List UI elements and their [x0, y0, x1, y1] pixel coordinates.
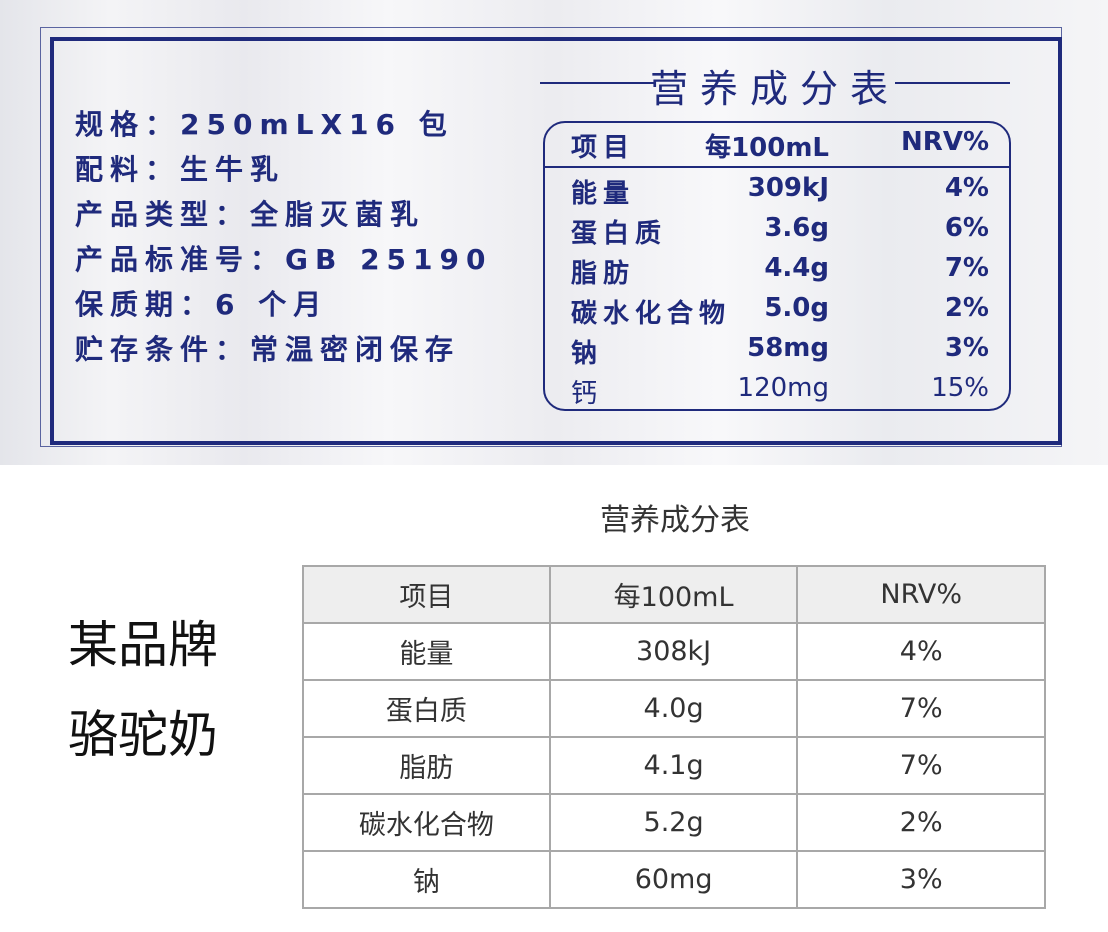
- table-row: 碳水化合物 5.2g 2%: [302, 793, 1046, 852]
- nrv-cell: 7%: [796, 679, 1046, 738]
- table-row: 蛋白质 3.6g 6%: [545, 209, 1009, 249]
- table-row: 脂肪 4.4g 7%: [545, 249, 1009, 289]
- item-cell: 项目: [302, 565, 551, 624]
- title-rule-right: [895, 82, 1010, 84]
- table-row: 钠 58mg 3%: [545, 329, 1009, 369]
- per-100ml-cell: 120mg: [737, 373, 829, 403]
- nrv-cell: 6%: [944, 213, 989, 243]
- table-row: 能量 309kJ 4%: [545, 169, 1009, 209]
- per-100ml-cell: 5.2g: [548, 793, 799, 852]
- per-100ml-cell: 4.4g: [764, 253, 829, 283]
- nrv-cell: 2%: [944, 293, 989, 323]
- nrv-cell: 7%: [944, 253, 989, 283]
- nutrition-title-text: 营养成分表: [649, 67, 900, 111]
- table-row: 钠 60mg 3%: [302, 850, 1046, 909]
- spec-line: 配料：生牛乳: [75, 153, 286, 186]
- title-rule-left: [540, 82, 655, 84]
- item-cell: 项目: [571, 133, 636, 163]
- per-100ml-cell: 每100mL: [548, 565, 799, 624]
- item-cell: 钙: [571, 379, 604, 409]
- comparison-title: 营养成分表: [600, 503, 750, 538]
- brand-line-1: 某品牌: [68, 616, 218, 674]
- nutrition-title: 营养成分表: [540, 58, 1010, 113]
- item-cell: 脂肪: [571, 259, 636, 289]
- nrv-cell: 15%: [931, 373, 989, 403]
- comparison-nutrition-table: 项目 每100mL NRV% 能量 308kJ 4% 蛋白质 4.0g 7% 脂肪 4.1g 7% 碳水…: [302, 565, 1046, 909]
- package-nutrition-table: 项目 每100mL NRV% 能量 309kJ 4% 蛋白质 3.6g 6% 脂肪 4.4g 7% 碳水…: [543, 121, 1011, 411]
- table-row: 脂肪 4.1g 7%: [302, 736, 1046, 795]
- item-cell: 能量: [302, 622, 551, 681]
- item-cell: 蛋白质: [571, 219, 668, 249]
- spec-line: 产品类型：全脂灭菌乳: [75, 198, 426, 231]
- table-header: 项目 每100mL NRV%: [302, 565, 1046, 624]
- per-100ml-cell: 每100mL: [705, 133, 829, 163]
- per-100ml-cell: 308kJ: [548, 622, 799, 681]
- item-cell: 碳水化合物: [571, 299, 732, 329]
- table-row: 钙 120mg 15%: [545, 369, 1009, 409]
- table-row: 能量 308kJ 4%: [302, 622, 1046, 681]
- table-row: 蛋白质 4.0g 7%: [302, 679, 1046, 738]
- table-row: 碳水化合物 5.0g 2%: [545, 289, 1009, 329]
- per-100ml-cell: 5.0g: [764, 293, 829, 323]
- item-cell: 蛋白质: [302, 679, 551, 738]
- table-header: 项目 每100mL NRV%: [545, 123, 1009, 163]
- spec-line: 规格：250mLX16 包: [75, 108, 454, 141]
- per-100ml-cell: 60mg: [548, 850, 799, 909]
- per-100ml-cell: 309kJ: [747, 173, 829, 203]
- item-cell: 碳水化合物: [302, 793, 551, 852]
- per-100ml-cell: 4.1g: [548, 736, 799, 795]
- nrv-cell: 7%: [796, 736, 1046, 795]
- spec-line: 保质期：6 个月: [75, 288, 329, 321]
- per-100ml-cell: 3.6g: [764, 213, 829, 243]
- label-frame: [50, 37, 1062, 445]
- nrv-cell: 4%: [944, 173, 989, 203]
- package-label-photo: 规格：250mLX16 包配料：生牛乳产品类型：全脂灭菌乳产品标准号：GB 25…: [0, 0, 1108, 465]
- header-divider: [545, 166, 1009, 168]
- brand-line-2: 骆驼奶: [68, 706, 218, 764]
- item-cell: 钠: [302, 850, 551, 909]
- item-cell: 脂肪: [302, 736, 551, 795]
- spec-line: 产品标准号：GB 25190: [75, 243, 493, 276]
- nrv-cell: 3%: [944, 333, 989, 363]
- nrv-cell: NRV%: [796, 565, 1046, 624]
- nrv-cell: 3%: [796, 850, 1046, 909]
- item-cell: 钠: [571, 339, 604, 369]
- per-100ml-cell: 4.0g: [548, 679, 799, 738]
- nrv-cell: 4%: [796, 622, 1046, 681]
- per-100ml-cell: 58mg: [747, 333, 829, 363]
- spec-line: 贮存条件：常温密闭保存: [75, 333, 461, 366]
- nrv-cell: 2%: [796, 793, 1046, 852]
- nrv-cell: NRV%: [901, 127, 989, 157]
- item-cell: 能量: [571, 179, 636, 209]
